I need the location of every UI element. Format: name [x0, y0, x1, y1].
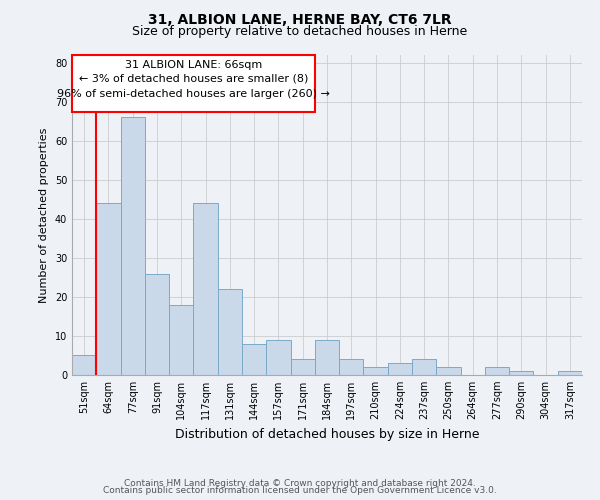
Bar: [121, 118, 145, 375]
Bar: [290, 360, 315, 375]
Bar: [364, 367, 388, 375]
Bar: [558, 371, 582, 375]
Bar: [193, 204, 218, 375]
Bar: [412, 360, 436, 375]
Text: Contains public sector information licensed under the Open Government Licence v3: Contains public sector information licen…: [103, 486, 497, 495]
Text: ← 3% of detached houses are smaller (8): ← 3% of detached houses are smaller (8): [79, 74, 308, 84]
Bar: [509, 371, 533, 375]
Text: Contains HM Land Registry data © Crown copyright and database right 2024.: Contains HM Land Registry data © Crown c…: [124, 478, 476, 488]
X-axis label: Distribution of detached houses by size in Herne: Distribution of detached houses by size …: [175, 428, 479, 440]
Bar: [72, 55, 315, 112]
Bar: [96, 204, 121, 375]
Text: 31, ALBION LANE, HERNE BAY, CT6 7LR: 31, ALBION LANE, HERNE BAY, CT6 7LR: [148, 12, 452, 26]
Bar: [169, 305, 193, 375]
Bar: [145, 274, 169, 375]
Bar: [242, 344, 266, 375]
Text: Size of property relative to detached houses in Herne: Size of property relative to detached ho…: [133, 25, 467, 38]
Bar: [388, 364, 412, 375]
Bar: [218, 289, 242, 375]
Bar: [72, 356, 96, 375]
Text: 31 ALBION LANE: 66sqm: 31 ALBION LANE: 66sqm: [125, 60, 262, 70]
Bar: [339, 360, 364, 375]
Bar: [436, 367, 461, 375]
Text: 96% of semi-detached houses are larger (260) →: 96% of semi-detached houses are larger (…: [57, 89, 330, 99]
Y-axis label: Number of detached properties: Number of detached properties: [39, 128, 49, 302]
Bar: [266, 340, 290, 375]
Bar: [485, 367, 509, 375]
Bar: [315, 340, 339, 375]
